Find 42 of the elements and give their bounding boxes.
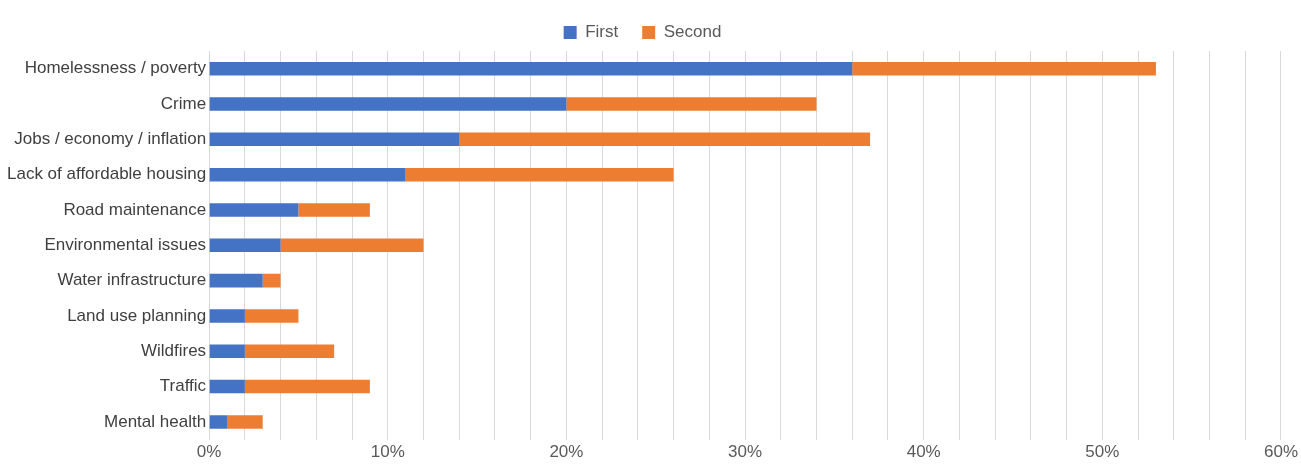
y-tick-label: Environmental issues: [44, 234, 207, 254]
bar: [209, 203, 299, 217]
legend-label: Second: [663, 22, 722, 42]
y-tick-label: Traffic: [159, 376, 207, 396]
bar: [209, 344, 245, 359]
x-tick-label: 30%: [728, 442, 763, 462]
bar: [459, 132, 871, 147]
y-tick-label: Lack of affordable housing: [6, 164, 207, 184]
bar: [209, 273, 263, 288]
bar: [209, 415, 227, 429]
bar: [209, 379, 245, 394]
x-tick-label: 40%: [906, 442, 941, 462]
bar: [244, 344, 335, 359]
y-tick-label: Jobs / economy / inflation: [14, 129, 207, 149]
bar: [209, 97, 567, 111]
bar: [566, 97, 817, 111]
y-tick-label: Water infrastructure: [57, 270, 207, 290]
bar: [280, 238, 424, 253]
bar: [298, 203, 370, 217]
bar: [209, 238, 281, 253]
bar: [405, 167, 674, 182]
x-tick-label: 60%: [1263, 442, 1298, 462]
bar: [244, 379, 370, 394]
bar: [226, 415, 263, 429]
bar: [244, 309, 299, 323]
bar: [209, 61, 853, 76]
x-tick-label: 10%: [370, 442, 405, 462]
y-tick-label: Homelessness / poverty: [24, 58, 207, 78]
x-tick-label: 20%: [549, 442, 584, 462]
bar: [209, 309, 245, 323]
x-tick-label: 0%: [196, 442, 222, 462]
x-tick-label: 50%: [1085, 442, 1120, 462]
y-tick-label: Crime: [160, 93, 207, 113]
bar: [209, 132, 460, 147]
y-tick-label: Land use planning: [67, 305, 207, 325]
y-tick-label: Wildfires: [140, 340, 207, 360]
bar: [262, 273, 281, 288]
bar: [209, 167, 406, 182]
y-tick-label: Mental health: [104, 411, 207, 431]
bar: [852, 61, 1156, 76]
legend-label: First: [585, 22, 619, 42]
y-tick-label: Road maintenance: [63, 199, 207, 219]
